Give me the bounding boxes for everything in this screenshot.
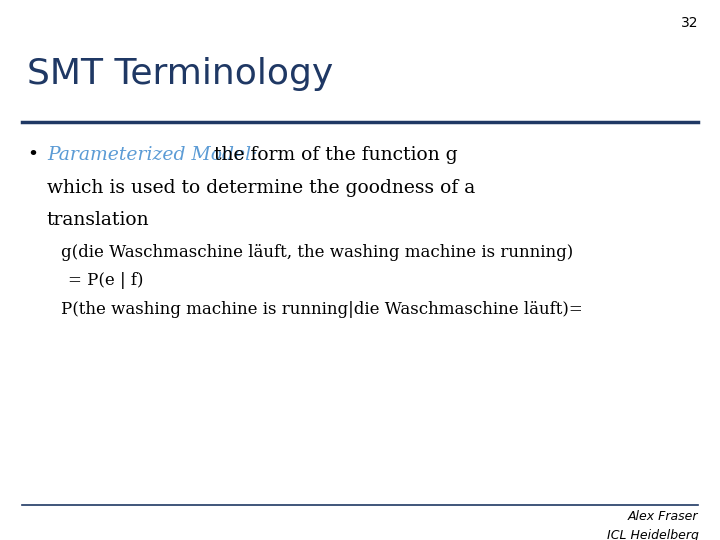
Text: which is used to determine the goodness of a: which is used to determine the goodness … [47,179,475,197]
Text: •: • [27,146,38,164]
Text: g(die Waschmaschine läuft, the washing machine is running): g(die Waschmaschine läuft, the washing m… [61,244,573,261]
Text: Alex Fraser: Alex Fraser [628,510,698,523]
Text: P(the washing machine is running|die Waschmaschine läuft)=: P(the washing machine is running|die Was… [61,301,583,318]
Text: ICL Heidelberg: ICL Heidelberg [606,529,698,540]
Text: 32: 32 [681,16,698,30]
Text: SMT Terminology: SMT Terminology [27,57,333,91]
Text: = P(e | f): = P(e | f) [68,272,144,288]
Text: the form of the function g: the form of the function g [202,146,457,164]
Text: translation: translation [47,211,150,228]
Text: Parameterized Model:: Parameterized Model: [47,146,257,164]
